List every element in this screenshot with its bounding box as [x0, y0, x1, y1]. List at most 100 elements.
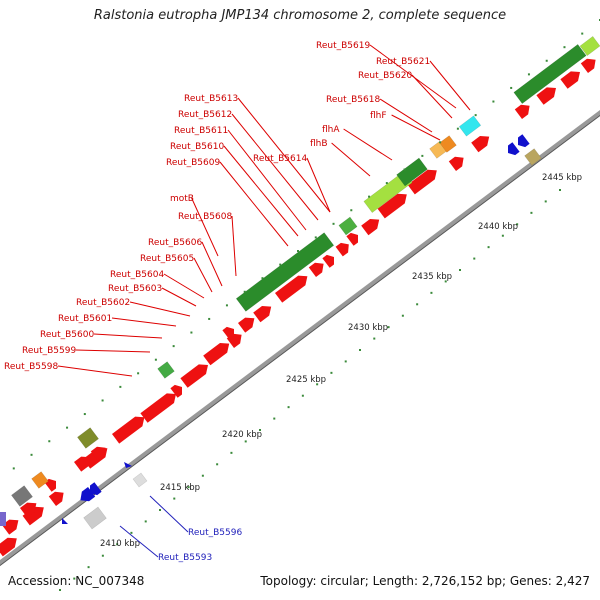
gene-arrow[interactable] [111, 412, 148, 444]
gene-arrow[interactable] [22, 503, 48, 526]
blue-gene-arrow[interactable] [62, 518, 68, 524]
kbp-guide-dot [230, 451, 233, 454]
gene-arrow[interactable] [471, 132, 493, 153]
upper-guide-dot [279, 263, 282, 266]
gene-label[interactable]: Reut_B5610 [170, 142, 224, 152]
annotation-track[interactable] [524, 148, 542, 166]
upper-guide-dot [208, 317, 211, 320]
blue-gene-arrow[interactable] [124, 462, 132, 468]
gene-leader-line [93, 333, 163, 339]
gene-label[interactable]: Reut_B5609 [166, 158, 220, 168]
gene-arrow[interactable] [238, 313, 258, 333]
annotation-track[interactable] [31, 471, 49, 489]
gene-arrow[interactable] [514, 101, 533, 119]
upper-guide-dot [332, 222, 335, 225]
gene-arrow[interactable] [361, 215, 383, 236]
gene-leader-line [129, 301, 191, 317]
upper-guide-dot [545, 59, 548, 62]
gene-arrow[interactable] [20, 498, 40, 518]
gene-label[interactable]: Reut_B5620 [358, 71, 412, 81]
blue-gene-arrow[interactable] [504, 142, 520, 158]
gene-arrow[interactable] [48, 488, 67, 506]
gene-label[interactable]: Reut_B5602 [76, 298, 130, 308]
gene-arrow[interactable] [377, 190, 411, 219]
gene-label[interactable]: Reut_B5619 [316, 41, 370, 51]
annotation-track[interactable] [396, 157, 428, 187]
gene-label[interactable]: Reut_B5600 [40, 330, 94, 340]
gene-label[interactable]: Reut_B5601 [58, 314, 112, 324]
kbp-guide-dot [359, 349, 361, 351]
accession-text: Accession: NC_007348 [8, 574, 145, 588]
gene-label[interactable]: Reut_B5593 [158, 553, 212, 563]
annotation-track[interactable] [0, 512, 6, 526]
gene-arrow[interactable] [407, 166, 441, 195]
gene-arrow[interactable] [44, 476, 59, 492]
gene-label[interactable]: Reut_B5621 [376, 57, 430, 67]
tick-label: 2430 kbp [348, 323, 388, 333]
gene-label[interactable]: Reut_B5603 [108, 284, 162, 294]
gene-label[interactable]: Reut_B5599 [22, 346, 76, 356]
annotation-track[interactable] [579, 36, 600, 56]
annotation-track[interactable] [11, 485, 33, 507]
tick-label: 2415 kbp [160, 483, 200, 493]
gene-label[interactable]: Reut_B5614 [253, 154, 307, 164]
gene-leader-line [57, 365, 133, 377]
kbp-guide-dot [544, 200, 547, 203]
gene-arrow[interactable] [448, 153, 467, 171]
gene-label[interactable]: flhA [322, 125, 340, 135]
gene-arrow[interactable] [203, 339, 233, 366]
gene-arrow[interactable] [90, 443, 109, 461]
gene-leader-line [193, 257, 213, 293]
gene-label[interactable]: Reut_B5613 [184, 94, 238, 104]
gene-label[interactable]: Reut_B5611 [174, 126, 228, 136]
gene-label[interactable]: Reut_B5618 [326, 95, 380, 105]
gene-label[interactable]: Reut_B5596 [188, 528, 242, 538]
blue-gene-arrow[interactable] [86, 482, 102, 498]
gene-arrow[interactable] [335, 240, 353, 257]
upper-guide-dot [527, 73, 530, 76]
gene-arrow[interactable] [274, 271, 311, 303]
blue-gene-arrow[interactable] [77, 486, 96, 505]
gene-label[interactable]: flhF [370, 111, 387, 121]
annotation-track[interactable] [235, 232, 335, 312]
gene-arrow[interactable] [2, 515, 22, 535]
annotation-track[interactable] [83, 506, 107, 530]
annotation-track[interactable] [132, 472, 148, 488]
gene-arrow[interactable] [580, 55, 599, 73]
gene-arrow[interactable] [346, 230, 361, 246]
annotation-track[interactable] [338, 216, 358, 236]
gene-arrow[interactable] [170, 382, 185, 398]
blue-gene-arrow[interactable] [514, 134, 530, 150]
gene-label[interactable]: motB [170, 194, 194, 204]
gene-label[interactable]: Reut_B5606 [148, 238, 202, 248]
kbp-guide-dot [401, 314, 404, 317]
annotation-track[interactable] [157, 361, 175, 379]
gene-label[interactable]: Reut_B5608 [178, 212, 232, 222]
gene-arrow[interactable] [560, 67, 583, 89]
gene-label[interactable]: Reut_B5598 [4, 362, 58, 372]
gene-arrow[interactable] [308, 259, 327, 277]
upper-guide-dot [385, 182, 388, 185]
gene-label[interactable]: Reut_B5612 [178, 110, 232, 120]
annotation-track[interactable] [77, 427, 99, 449]
gene-arrow[interactable] [140, 389, 179, 423]
kbp-guide-dot [559, 189, 561, 191]
upper-guide-dot [403, 168, 406, 171]
gene-arrow[interactable] [0, 534, 20, 557]
gene-leader-line [111, 317, 177, 327]
gene-arrow[interactable] [322, 252, 337, 268]
gene-arrow[interactable] [536, 83, 559, 105]
annotation-track[interactable] [513, 44, 587, 104]
gene-arrow[interactable] [180, 360, 211, 388]
gene-label[interactable]: Reut_B5605 [140, 254, 194, 264]
gene-arrow[interactable] [74, 452, 94, 472]
gene-label[interactable]: flhB [310, 139, 328, 149]
gene-label[interactable]: Reut_B5604 [110, 270, 164, 280]
kbp-guide-dot [316, 383, 319, 386]
annotation-track[interactable] [458, 115, 482, 137]
kbp-guide-dot [330, 371, 333, 374]
annotation-track[interactable] [439, 135, 457, 153]
gene-arrow[interactable] [222, 324, 237, 340]
gene-arrow[interactable] [253, 302, 275, 323]
